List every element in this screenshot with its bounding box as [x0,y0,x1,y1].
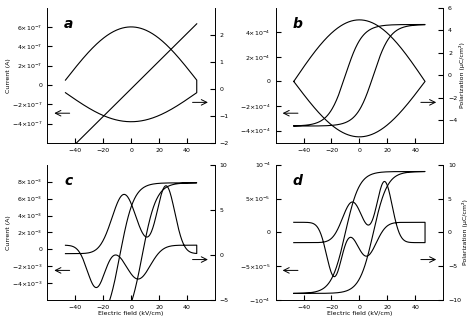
Y-axis label: Polarization (μC/cm²): Polarization (μC/cm²) [463,200,468,265]
Text: a: a [64,17,73,31]
X-axis label: Electric field (kV/cm): Electric field (kV/cm) [99,311,164,317]
Y-axis label: Current (A): Current (A) [6,58,10,93]
Y-axis label: Polarization (μC/cm²): Polarization (μC/cm²) [459,42,465,108]
Text: d: d [292,174,302,188]
X-axis label: Electric field (kV/cm): Electric field (kV/cm) [327,311,392,317]
Text: b: b [292,17,302,31]
Text: c: c [64,174,73,188]
Y-axis label: Current (A): Current (A) [6,215,10,250]
